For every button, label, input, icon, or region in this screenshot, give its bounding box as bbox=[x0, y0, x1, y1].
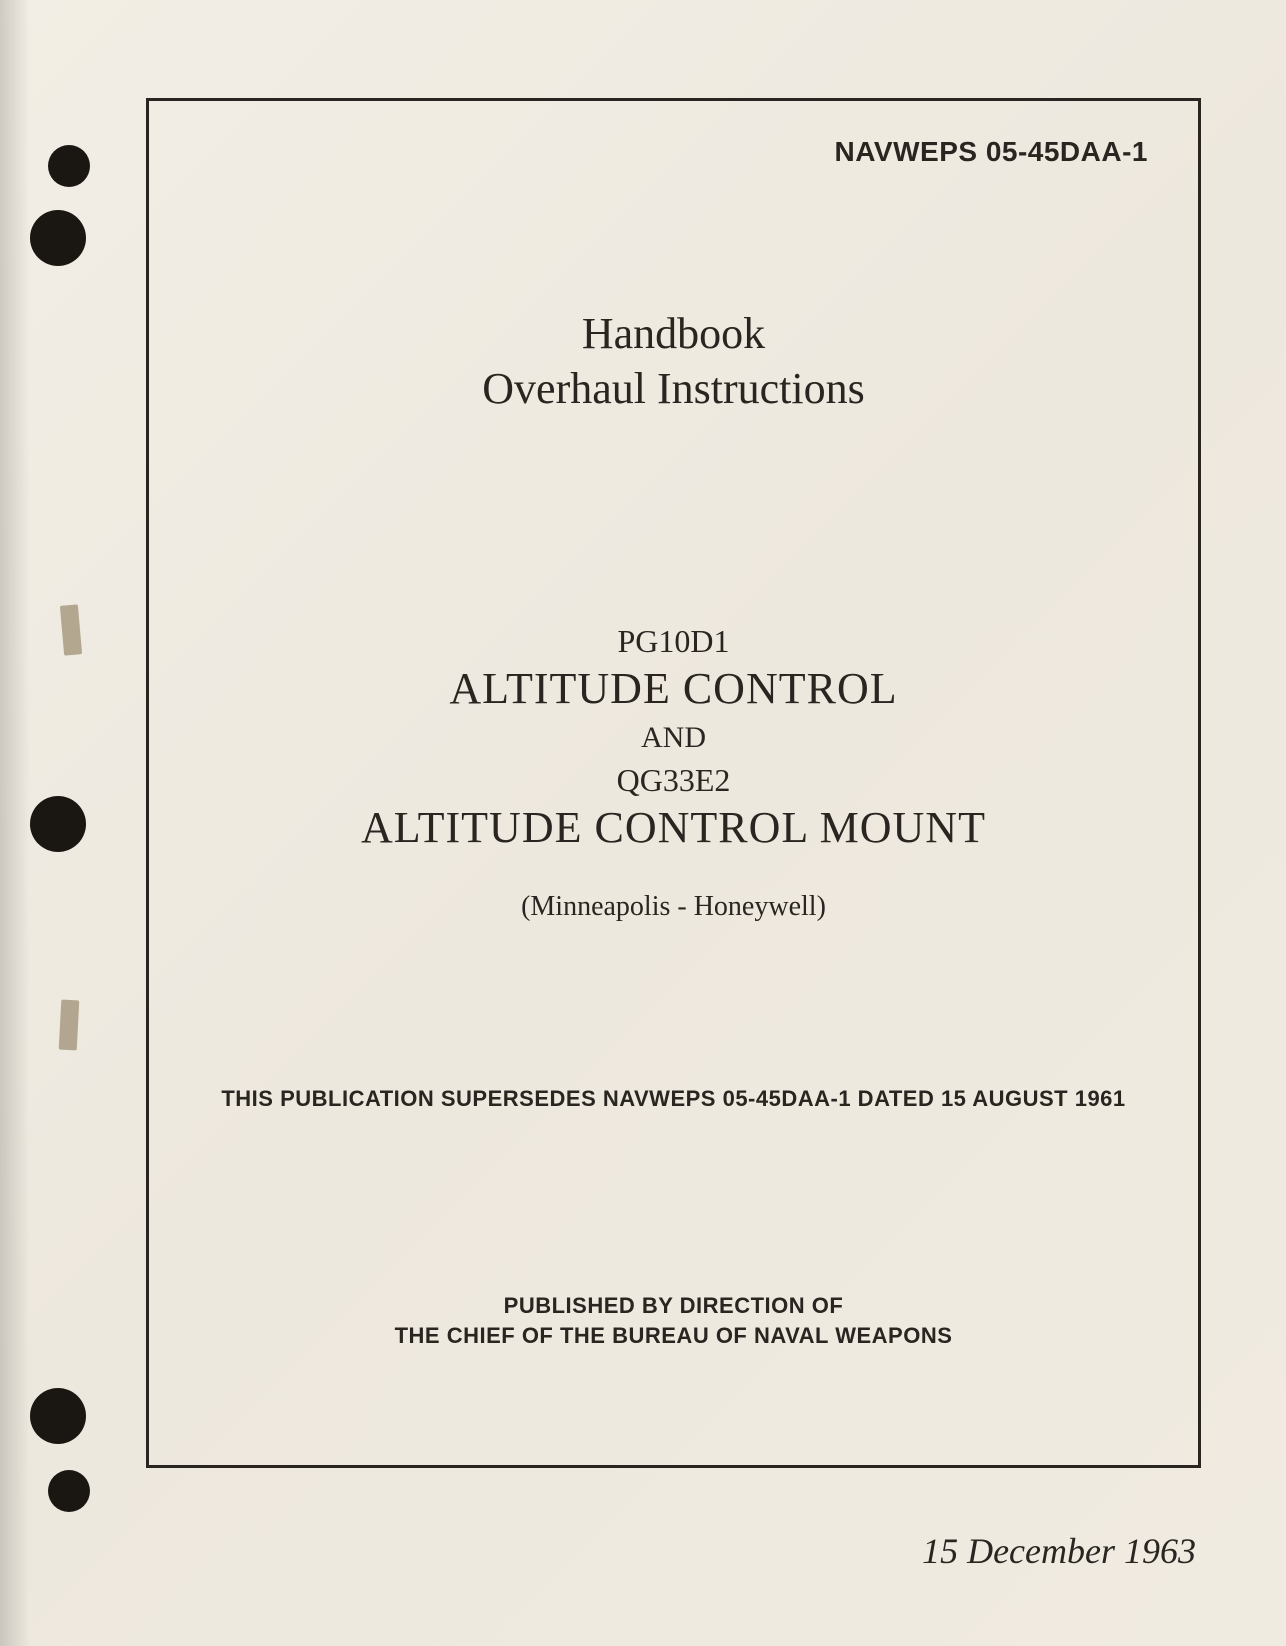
publisher-block: PUBLISHED BY DIRECTION OF THE CHIEF OF T… bbox=[149, 1291, 1198, 1350]
part1-title: ALTITUDE CONTROL bbox=[149, 663, 1198, 716]
binder-hole bbox=[48, 1470, 90, 1512]
manufacturer: (Minneapolis - Honeywell) bbox=[149, 891, 1198, 923]
binder-hole bbox=[30, 1388, 86, 1444]
staple-mark bbox=[60, 604, 82, 655]
parts-section: PG10D1 ALTITUDE CONTROL AND QG33E2 ALTIT… bbox=[149, 621, 1198, 923]
binder-hole bbox=[48, 145, 90, 187]
page-shadow bbox=[0, 0, 30, 1646]
handbook-heading: Handbook Overhaul Instructions bbox=[149, 306, 1198, 416]
publisher-line-1: PUBLISHED BY DIRECTION OF bbox=[149, 1291, 1198, 1321]
part2-number: QG33E2 bbox=[149, 760, 1198, 802]
staple-mark bbox=[59, 1000, 80, 1051]
handbook-line-1: Handbook bbox=[149, 306, 1198, 361]
binder-hole bbox=[30, 796, 86, 852]
publication-date: 15 December 1963 bbox=[922, 1530, 1196, 1572]
content-border: NAVWEPS 05-45DAA-1 Handbook Overhaul Ins… bbox=[146, 98, 1201, 1468]
document-number: NAVWEPS 05-45DAA-1 bbox=[835, 136, 1148, 168]
connector-and: AND bbox=[149, 715, 1198, 760]
handbook-line-2: Overhaul Instructions bbox=[149, 361, 1198, 416]
part1-number: PG10D1 bbox=[149, 621, 1198, 663]
part2-title: ALTITUDE CONTROL MOUNT bbox=[149, 802, 1198, 855]
publisher-line-2: THE CHIEF OF THE BUREAU OF NAVAL WEAPONS bbox=[149, 1321, 1198, 1351]
binder-hole bbox=[30, 210, 86, 266]
document-page: NAVWEPS 05-45DAA-1 Handbook Overhaul Ins… bbox=[0, 0, 1286, 1646]
supersedes-notice: THIS PUBLICATION SUPERSEDES NAVWEPS 05-4… bbox=[149, 1086, 1198, 1112]
